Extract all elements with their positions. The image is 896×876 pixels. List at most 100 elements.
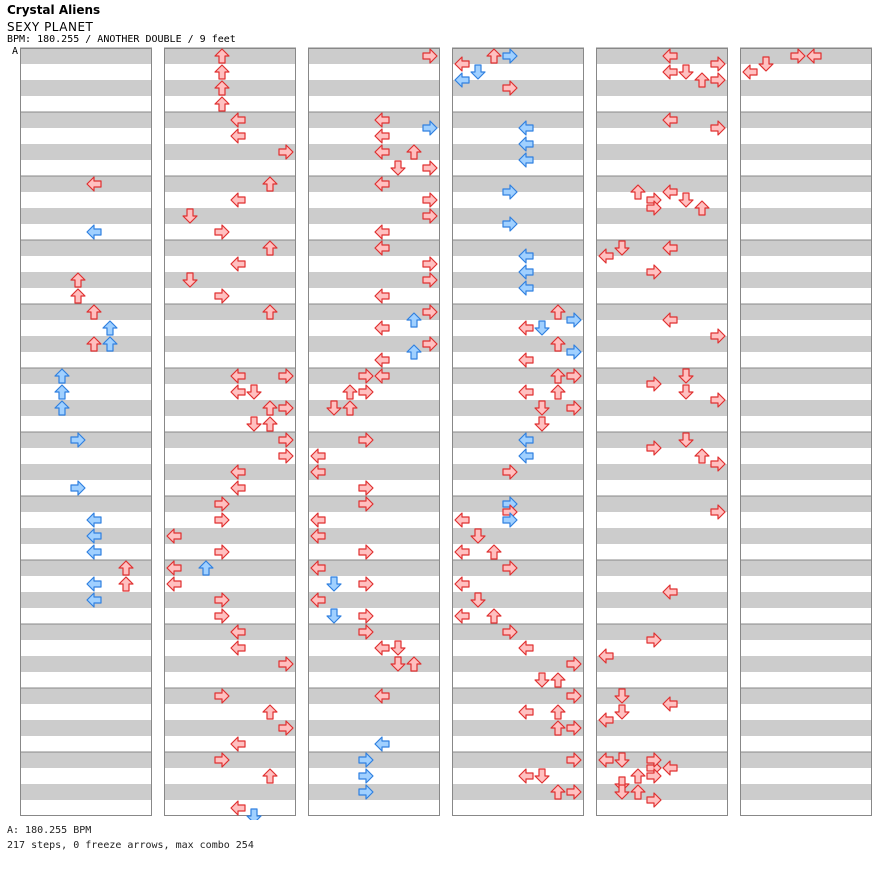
measure-band xyxy=(740,320,872,336)
measure-band xyxy=(20,400,152,416)
step-arrow-up xyxy=(406,312,422,328)
measure-band xyxy=(164,688,296,704)
step-arrow-left xyxy=(230,128,246,144)
measure-band xyxy=(740,752,872,768)
measure-band xyxy=(452,240,584,256)
step-arrow-up xyxy=(262,416,278,432)
measure-band xyxy=(164,464,296,480)
step-arrow-right xyxy=(502,80,518,96)
step-arrow-left xyxy=(662,696,678,712)
measure-band xyxy=(740,224,872,240)
measure-band xyxy=(596,512,728,528)
step-arrow-right xyxy=(358,544,374,560)
step-arrow-left xyxy=(374,736,390,752)
measure-band xyxy=(596,160,728,176)
measure-band xyxy=(164,736,296,752)
measure-band xyxy=(596,544,728,560)
measure-band xyxy=(596,672,728,688)
measure-band xyxy=(452,320,584,336)
step-arrow-up xyxy=(54,400,70,416)
measure-band xyxy=(164,192,296,208)
measure-band xyxy=(20,128,152,144)
measure-band xyxy=(20,144,152,160)
step-arrow-up xyxy=(214,96,230,112)
measure-band xyxy=(740,592,872,608)
measure-band xyxy=(308,608,440,624)
bpm-legend: A: 180.255 BPM xyxy=(7,825,92,836)
measure-band xyxy=(164,272,296,288)
step-arrow-left xyxy=(662,240,678,256)
step-arrow-right xyxy=(278,400,294,416)
measure-band xyxy=(308,688,440,704)
step-arrow-right xyxy=(710,120,726,136)
step-arrow-down xyxy=(614,240,630,256)
step-arrow-up xyxy=(486,48,502,64)
step-arrow-up xyxy=(550,368,566,384)
measure-band xyxy=(164,256,296,272)
step-arrow-right xyxy=(358,752,374,768)
measure-band xyxy=(164,80,296,96)
step-arrow-left xyxy=(518,248,534,264)
measure-band xyxy=(596,64,728,80)
measure-band xyxy=(596,352,728,368)
measure-band xyxy=(452,208,584,224)
step-arrow-up xyxy=(550,672,566,688)
measure-band xyxy=(308,352,440,368)
measure-band xyxy=(740,448,872,464)
measure-band xyxy=(20,688,152,704)
measure-band xyxy=(596,416,728,432)
step-arrow-right xyxy=(358,368,374,384)
step-arrow-up xyxy=(406,656,422,672)
measure-band xyxy=(164,320,296,336)
measure-band xyxy=(308,240,440,256)
step-arrow-left xyxy=(662,64,678,80)
measure-band xyxy=(20,512,152,528)
measure-band xyxy=(308,128,440,144)
step-arrow-right xyxy=(358,496,374,512)
step-arrow-up xyxy=(214,80,230,96)
measure-band xyxy=(596,176,728,192)
measure-band xyxy=(596,304,728,320)
step-arrow-left xyxy=(374,128,390,144)
step-arrow-down xyxy=(182,272,198,288)
step-arrow-up xyxy=(262,176,278,192)
step-arrow-left xyxy=(518,352,534,368)
measure-band xyxy=(452,416,584,432)
step-arrow-right xyxy=(422,48,438,64)
measure-band xyxy=(740,560,872,576)
measure-band xyxy=(164,64,296,80)
column-frame xyxy=(308,48,440,816)
step-arrow-left xyxy=(230,624,246,640)
step-arrow-left xyxy=(310,448,326,464)
measure-band xyxy=(596,144,728,160)
measure-band xyxy=(164,176,296,192)
measure-band xyxy=(452,608,584,624)
measure-band xyxy=(740,528,872,544)
step-arrow-left xyxy=(454,72,470,88)
measure-band xyxy=(452,592,584,608)
step-arrow-left xyxy=(166,528,182,544)
measure-band xyxy=(452,288,584,304)
measure-band xyxy=(452,528,584,544)
measure-band xyxy=(596,256,728,272)
measure-band xyxy=(740,128,872,144)
step-arrow-up xyxy=(550,384,566,400)
measure-band xyxy=(308,400,440,416)
measure-band xyxy=(452,304,584,320)
step-arrow-down xyxy=(678,432,694,448)
measure-band xyxy=(308,464,440,480)
step-arrow-left xyxy=(454,576,470,592)
step-arrow-left xyxy=(86,528,102,544)
step-arrow-right xyxy=(646,440,662,456)
measure-band xyxy=(308,320,440,336)
chart-info: BPM: 180.255 / ANOTHER DOUBLE / 9 feet xyxy=(7,34,236,45)
measure-band xyxy=(308,560,440,576)
step-arrow-right xyxy=(566,400,582,416)
measure-band xyxy=(308,496,440,512)
measure-band xyxy=(20,720,152,736)
step-arrow-up xyxy=(262,304,278,320)
measure-band xyxy=(164,416,296,432)
step-arrow-right xyxy=(422,208,438,224)
measure-band xyxy=(740,784,872,800)
step-arrow-left xyxy=(86,512,102,528)
